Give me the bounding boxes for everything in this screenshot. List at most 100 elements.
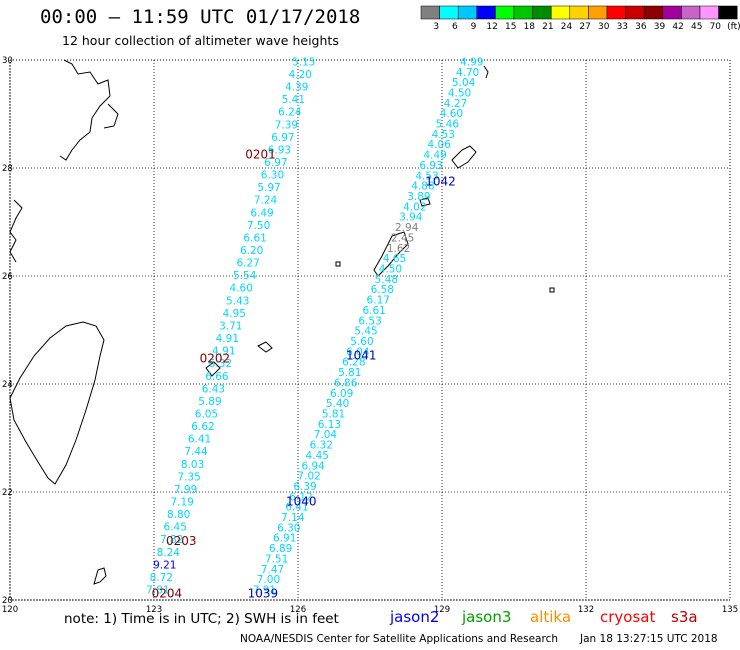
wave-height-label: 3.89 bbox=[407, 191, 430, 203]
pass-id-label: 0201 bbox=[245, 147, 276, 161]
wave-height-label: 4.99 bbox=[460, 56, 483, 68]
lat-label: 22 bbox=[2, 488, 13, 498]
wave-height-label: 5.40 bbox=[326, 398, 349, 410]
wave-height-label: 6.93 bbox=[268, 144, 291, 156]
colorbar-swatch bbox=[569, 5, 589, 20]
colorbar-label: 27 bbox=[579, 22, 590, 32]
wave-height-label: 6.93 bbox=[419, 160, 442, 172]
pass-labels: 0201 0202 0203 0204 1042 1041 1040 1039 bbox=[152, 147, 456, 600]
wave-height-label: 5.89 bbox=[198, 396, 221, 408]
wave-height-label: 6.09 bbox=[330, 388, 353, 400]
wave-height-label: 8.03 bbox=[181, 459, 204, 471]
wave-height-label: 7.35 bbox=[177, 471, 200, 483]
wave-height-label: 4.91 bbox=[216, 333, 239, 345]
wave-height-label: 2.45 bbox=[391, 232, 414, 244]
pass-id-label: 0203 bbox=[166, 534, 197, 548]
satellite-legend-jason3: jason3 bbox=[462, 608, 512, 626]
taiwan-coastline bbox=[9, 321, 105, 485]
lat-label: 24 bbox=[2, 380, 13, 390]
map-grid bbox=[9, 59, 731, 601]
pass-id-label: 1041 bbox=[346, 349, 377, 363]
wave-height-label: 3.71 bbox=[219, 320, 242, 332]
lon-label: 129 bbox=[434, 605, 450, 615]
tanegashima bbox=[483, 65, 489, 79]
colorbar-label: 70 bbox=[710, 22, 722, 32]
colorbar-swatch bbox=[662, 5, 682, 20]
wave-height-label: 7.14 bbox=[281, 512, 305, 524]
wave-height-label: 5.41 bbox=[282, 94, 305, 106]
colorbar-label: 6 bbox=[452, 22, 458, 32]
satellite-legend-cryosat: cryosat bbox=[600, 608, 656, 626]
colorbar-swatch bbox=[457, 5, 478, 20]
wave-height-label: 7.19 bbox=[170, 497, 193, 509]
wave-height-label: 4.45 bbox=[306, 450, 329, 462]
wave-height-label: 2.94 bbox=[395, 222, 419, 234]
lon-label: 132 bbox=[578, 605, 594, 615]
satellite-legend-jason2: jason2 bbox=[390, 608, 440, 626]
lat-label: 26 bbox=[2, 272, 13, 282]
wave-height-label: 6.30 bbox=[277, 522, 300, 534]
wave-height-label: 7.39 bbox=[275, 119, 298, 131]
lat-label: 20 bbox=[2, 596, 13, 606]
wave-height-label: 4.39 bbox=[285, 82, 308, 94]
page-title: 00:00 – 11:59 UTC 01/17/2018 bbox=[40, 6, 361, 28]
wave-height-label: 4.91 bbox=[212, 346, 235, 358]
page-subtitle: 12 hour collection of altimeter wave hei… bbox=[62, 33, 339, 48]
colorbar-swatch bbox=[681, 5, 701, 20]
wave-height-label: 6.53 bbox=[358, 315, 381, 327]
colorbar-swatch bbox=[476, 5, 496, 20]
wave-height-label: 4.70 bbox=[456, 67, 479, 79]
colorbar-swatch bbox=[513, 5, 533, 20]
wave-height-label: 5.45 bbox=[354, 326, 377, 338]
wave-height-label: 4.50 bbox=[379, 264, 402, 276]
colorbar-swatch bbox=[532, 5, 552, 20]
wave-height-label: 5.81 bbox=[338, 367, 361, 379]
wave-height-label: 6.12 bbox=[289, 491, 312, 503]
colorbar-label: 33 bbox=[617, 22, 628, 32]
colorbar-label: 15 bbox=[505, 22, 516, 32]
wave-height-label: 4.20 bbox=[289, 69, 312, 81]
wave-height-label: 6.24 bbox=[278, 107, 302, 119]
colorbar-swatch bbox=[420, 5, 440, 20]
wave-height-label: 4.02 bbox=[403, 201, 426, 213]
kyushu-coast-2 bbox=[103, 103, 119, 129]
colorbar-swatch bbox=[699, 5, 719, 20]
wave-height-label: 6.41 bbox=[285, 502, 308, 514]
colorbar-swatch bbox=[439, 5, 459, 20]
lon-label: 135 bbox=[722, 605, 738, 615]
colorbar-swatch bbox=[643, 5, 664, 20]
ishigaki-island bbox=[205, 361, 221, 377]
ryukyu-small-1 bbox=[335, 261, 341, 267]
wave-height-label: 6.28 bbox=[342, 357, 365, 369]
wave-height-label: 6.43 bbox=[202, 383, 225, 395]
wave-height-label: 6.17 bbox=[367, 295, 390, 307]
colorbar-label: 3 bbox=[433, 22, 439, 32]
miyako-island bbox=[257, 341, 273, 353]
amami-island bbox=[451, 145, 477, 169]
colorbar-swatch bbox=[625, 5, 645, 20]
wave-height-label: 6.97 bbox=[271, 132, 294, 144]
wave-height-label: 6.89 bbox=[269, 543, 292, 555]
wave-height-label: 5.54 bbox=[233, 270, 257, 282]
wave-height-label: 6.05 bbox=[195, 408, 218, 420]
wave-height-label: 4.53 bbox=[432, 129, 455, 141]
wave-height-label: 7.02 bbox=[297, 471, 320, 483]
pass-id-label: 1039 bbox=[248, 586, 279, 600]
wave-height-label: 5.04 bbox=[452, 77, 476, 89]
kyushu-coastline bbox=[59, 59, 111, 161]
wave-height-label: 6.30 bbox=[261, 170, 284, 182]
colorbar-swatch bbox=[550, 5, 571, 20]
wave-height-label: 4.50 bbox=[448, 87, 471, 99]
wave-height-label: 6.58 bbox=[371, 284, 394, 296]
lon-label: 123 bbox=[146, 605, 162, 615]
wave-height-label: 6.91 bbox=[273, 533, 296, 545]
colorbar-swatch bbox=[495, 5, 515, 20]
colorbar-label: 45 bbox=[691, 22, 702, 32]
wave-height-label: 6.20 bbox=[240, 245, 263, 257]
wave-height-label: 6.39 bbox=[293, 481, 316, 493]
colorbar-label: 21 bbox=[542, 22, 553, 32]
wave-height-label: 6.32 bbox=[310, 440, 333, 452]
east-islet bbox=[549, 287, 555, 293]
